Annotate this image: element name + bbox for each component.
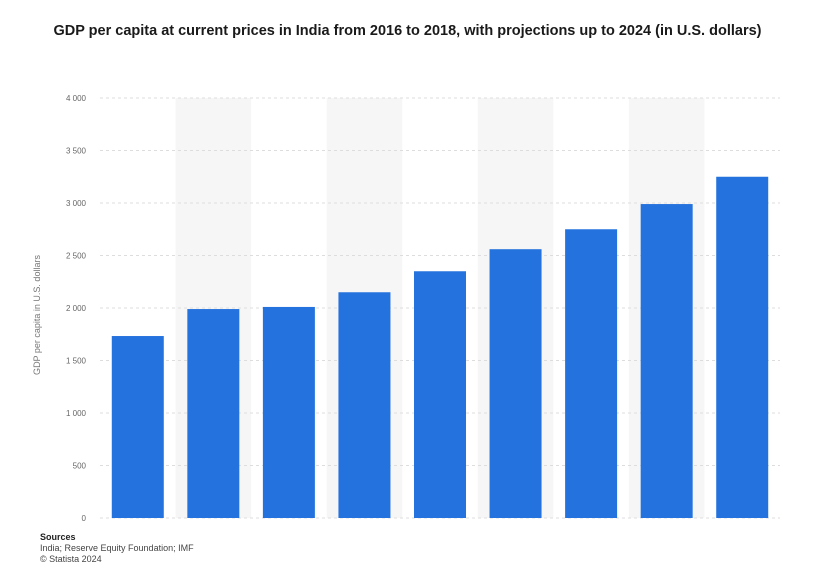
y-axis-ticks: 0 500 1 000 1 500 2 000 2 500 3 000 3 500 4 000 [66, 94, 87, 523]
bar [640, 204, 693, 519]
y-tick-label: 4 000 [66, 94, 87, 103]
y-tick-label: 3 000 [66, 199, 87, 208]
y-tick-label: 1 000 [66, 409, 87, 418]
copyright-line: © Statista 2024 [40, 554, 102, 564]
y-tick-label: 2 500 [66, 252, 87, 261]
bar [111, 336, 164, 518]
bar [716, 176, 769, 518]
y-tick-label: 500 [73, 462, 87, 471]
bar [187, 309, 240, 518]
source-block: Sources India; Reserve Equity Foundation… [40, 532, 194, 565]
bar [414, 271, 466, 518]
source-line: India; Reserve Equity Foundation; IMF [40, 543, 194, 553]
bar [262, 306, 315, 518]
chart-title: GDP per capita at current prices in Indi… [53, 23, 762, 39]
y-tick-label: 2 000 [66, 304, 87, 313]
y-tick-label: 1 500 [66, 357, 87, 366]
bars [111, 176, 769, 519]
y-tick-label: 3 500 [66, 147, 87, 156]
bar [565, 229, 618, 518]
y-tick-label: 0 [82, 514, 87, 523]
bar [489, 249, 542, 518]
y-axis-label: GDP per capita in U.S. dollars [32, 255, 42, 375]
source-heading: Sources [40, 532, 76, 542]
bar [338, 292, 391, 518]
